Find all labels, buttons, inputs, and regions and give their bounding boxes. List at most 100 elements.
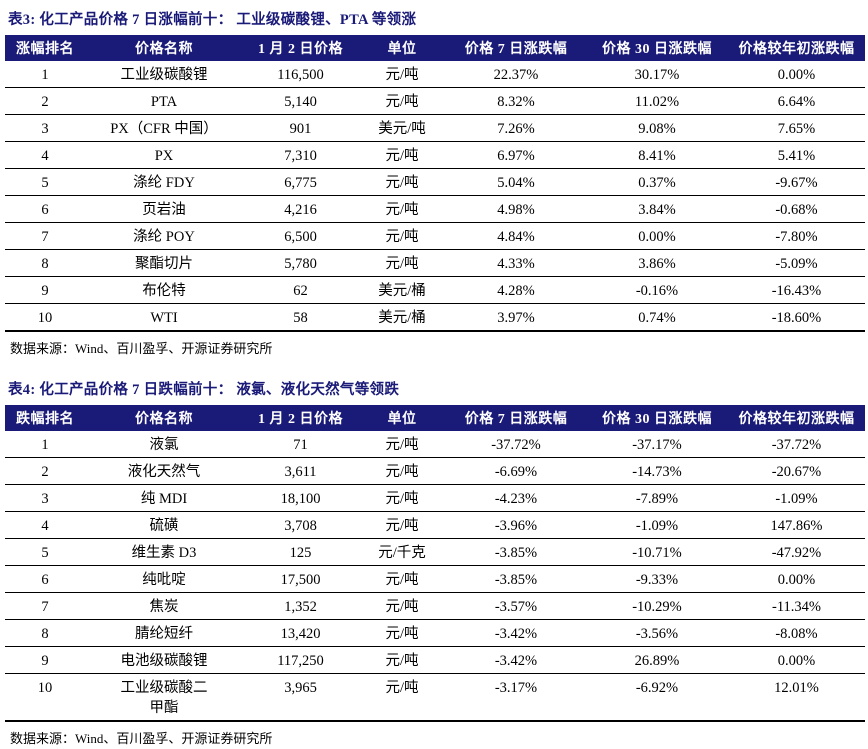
table-cell: PX（CFR 中国） [85, 114, 243, 142]
table-cell: 9 [5, 646, 85, 674]
table-cell: -1.09% [728, 484, 865, 512]
table-cell: 4.84% [446, 222, 586, 250]
table-cell: 8.41% [586, 141, 728, 169]
table-cell: 液氯 [85, 431, 243, 458]
table-row: 10 WTI 58 美元/桶 3.97% 0.74% -18.60% [5, 303, 865, 332]
table-cell: 美元/桶 [358, 276, 446, 304]
table-cell: 3,611 [243, 457, 358, 485]
table-cell: 22.37% [446, 61, 586, 88]
column-header: 单位 [358, 405, 446, 431]
data-source-note: 数据来源：Wind、百川盈孚、开源证券研究所 [10, 341, 273, 356]
table-cell: -37.72% [728, 431, 865, 458]
table-cell: 0.00% [728, 61, 865, 88]
table-cell: 18,100 [243, 484, 358, 512]
table-cell: 4.98% [446, 195, 586, 223]
table-cell: 62 [243, 276, 358, 304]
table-header-row: 跌幅排名 价格名称 1 月 2 日价格 单位 价格 7 日涨跌幅 价格 30 日涨跌幅 价格… [5, 405, 865, 431]
table-cell: -6.92% [586, 673, 728, 722]
table-cell: -3.17% [446, 673, 586, 722]
table-cell: 元/吨 [358, 592, 446, 620]
table-cell: -1.09% [586, 511, 728, 539]
table-cell: 3,708 [243, 511, 358, 539]
table-cell: 4,216 [243, 195, 358, 223]
table-cell: 4.33% [446, 249, 586, 277]
table-cell: 3.97% [446, 303, 586, 332]
table-header-row: 涨幅排名 价格名称 1 月 2 日价格 单位 价格 7 日涨跌幅 价格 30 日涨跌幅 价格… [5, 35, 865, 61]
table-cell: 元/千克 [358, 538, 446, 566]
table-row: 1 工业级碳酸锂 116,500 元/吨 22.37% 30.17% 0.00% [5, 61, 865, 88]
table-cell: 元/吨 [358, 249, 446, 277]
table-cell: -9.33% [586, 565, 728, 593]
table-cell: -3.42% [446, 619, 586, 647]
table-cell: 9 [5, 276, 85, 304]
table-row: 5 维生素 D3 125 元/千克 -3.85% -10.71% -47.92% [5, 538, 865, 566]
table-cell: 901 [243, 114, 358, 142]
table-cell: -7.89% [586, 484, 728, 512]
table-cell: 9.08% [586, 114, 728, 142]
table-cell: 元/吨 [358, 61, 446, 88]
table-cell: 元/吨 [358, 673, 446, 722]
table-cell: 6.97% [446, 141, 586, 169]
table-cell: 5 [5, 168, 85, 196]
table3-title: 表3: 化工产品价格 7 日涨幅前十： 工业级碳酸锂、PTA 等领涨 [8, 12, 417, 28]
table-cell: 7 [5, 592, 85, 620]
table-cell: -7.80% [728, 222, 865, 250]
column-header: 单位 [358, 35, 446, 61]
table-row: 8 聚酯切片 5,780 元/吨 4.33% 3.86% -5.09% [5, 249, 865, 277]
gainers-table: 涨幅排名 价格名称 1 月 2 日价格 单位 价格 7 日涨跌幅 价格 30 日涨跌幅 价格… [5, 35, 865, 332]
table-cell: 美元/吨 [358, 114, 446, 142]
table-cell: 液化天然气 [85, 457, 243, 485]
table-cell: 8 [5, 249, 85, 277]
table-cell: 7,310 [243, 141, 358, 169]
table-cell: 10 [5, 673, 85, 722]
table-cell: -14.73% [586, 457, 728, 485]
table-row: 7 焦炭 1,352 元/吨 -3.57% -10.29% -11.34% [5, 592, 865, 620]
table-cell: -3.96% [446, 511, 586, 539]
column-header: 价格 7 日涨跌幅 [446, 35, 586, 61]
column-header: 价格 30 日涨跌幅 [586, 35, 728, 61]
table-cell: 元/吨 [358, 195, 446, 223]
table-cell: 1 [5, 61, 85, 88]
table-cell: 71 [243, 431, 358, 458]
table-row: 6 页岩油 4,216 元/吨 4.98% 3.84% -0.68% [5, 195, 865, 223]
table-cell: PX [85, 141, 243, 169]
table-cell: 元/吨 [358, 457, 446, 485]
table-cell: 1 [5, 431, 85, 458]
table-cell: 58 [243, 303, 358, 332]
table-cell: 硫磺 [85, 511, 243, 539]
gainers-table-section: 表3: 化工产品价格 7 日涨幅前十： 工业级碳酸锂、PTA 等领涨 涨幅排名价… [5, 6, 865, 359]
losers-table: 跌幅排名 价格名称 1 月 2 日价格 单位 价格 7 日涨跌幅 价格 30 日涨跌幅 价格… [5, 405, 865, 722]
table-cell: 元/吨 [358, 222, 446, 250]
table-cell: 4.28% [446, 276, 586, 304]
table-cell: 7.65% [728, 114, 865, 142]
table-cell: -10.29% [586, 592, 728, 620]
column-header: 价格 30 日涨跌幅 [586, 405, 728, 431]
table-cell: -3.85% [446, 565, 586, 593]
table-cell: -3.57% [446, 592, 586, 620]
table-cell: -37.17% [586, 431, 728, 458]
table-cell: 10 [5, 303, 85, 332]
table-cell: 11.02% [586, 87, 728, 115]
table-cell: -3.85% [446, 538, 586, 566]
table-cell: 125 [243, 538, 358, 566]
table-cell: 3,965 [243, 673, 358, 722]
table-row: 5 涤纶 FDY 6,775 元/吨 5.04% 0.37% -9.67% [5, 168, 865, 196]
table-cell: 117,250 [243, 646, 358, 674]
table-cell: -8.08% [728, 619, 865, 647]
losers-table-section: 表4: 化工产品价格 7 日跌幅前十： 液氯、液化天然气等领跌 跌幅排名 价格名称… [5, 376, 865, 749]
table-cell: 3 [5, 484, 85, 512]
table-cell: 4 [5, 141, 85, 169]
table-cell: 12.01% [728, 673, 865, 722]
table-cell: 7.26% [446, 114, 586, 142]
table-row: 3 PX（CFR 中国） 901 美元/吨 7.26% 9.08% 7.65% [5, 114, 865, 142]
table-cell: 5,140 [243, 87, 358, 115]
table-cell: -3.42% [446, 646, 586, 674]
table-row: 4 硫磺 3,708 元/吨 -3.96% -1.09% 147.86% [5, 511, 865, 539]
table-cell: 4 [5, 511, 85, 539]
table-cell: 2 [5, 457, 85, 485]
table-cell: -3.56% [586, 619, 728, 647]
table-cell: 8 [5, 619, 85, 647]
table-cell: -11.34% [728, 592, 865, 620]
table-cell: 0.00% [728, 646, 865, 674]
